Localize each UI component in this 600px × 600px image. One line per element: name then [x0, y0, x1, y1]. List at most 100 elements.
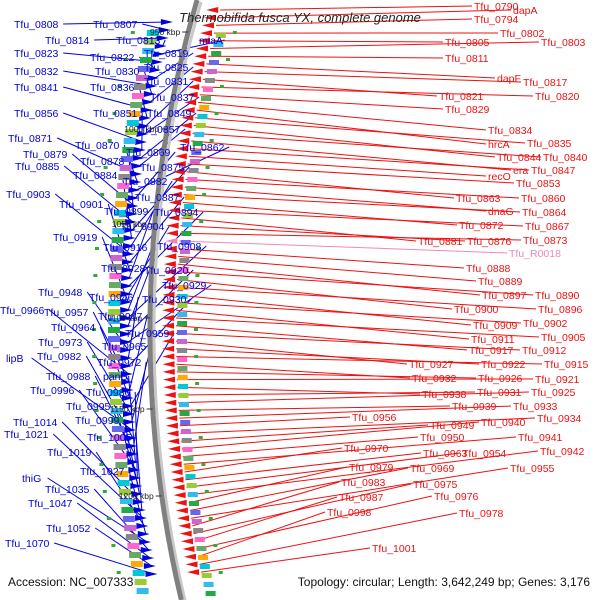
forward-gene-label: Tfu_0957: [44, 307, 89, 319]
reverse-gene-glyph: [168, 453, 181, 460]
reverse-gene-label: Tfu_0925: [531, 387, 576, 399]
cog-class-box: [177, 357, 188, 362]
reverse-gene-connector: [184, 186, 487, 212]
reverse-gene-label: Tfu_0811: [445, 53, 489, 65]
forward-gene-glyph: [136, 523, 149, 529]
forward-gene-glyph: [145, 83, 158, 89]
reverse-gene-connector: [183, 436, 517, 465]
cog-class-box: [189, 159, 200, 164]
reverse-gene-connector: [201, 86, 534, 97]
reverse-gene-label: Tfu_0840: [543, 152, 588, 164]
cog-class-box: [177, 294, 188, 299]
cog-class-box: [178, 384, 189, 389]
cog-class-box: [180, 249, 190, 254]
forward-gene-label: Tfu_0822: [90, 52, 135, 64]
cog-class-box: [108, 345, 121, 351]
reverse-gene-label: Tfu_0922: [481, 359, 526, 371]
forward-gene-label: Tfu_0879: [23, 149, 68, 161]
reverse-gene-glyph: [174, 499, 187, 506]
forward-gene-glyph: [120, 331, 133, 337]
forward-gene-glyph: [121, 267, 134, 273]
cog-class-box: [146, 30, 159, 36]
gc-skew-mark: [195, 274, 200, 277]
forward-gene-connector: [128, 210, 154, 279]
forward-gene-glyph: [125, 211, 138, 217]
cog-class-box: [180, 240, 191, 245]
forward-gene-label: Tfu_0982: [37, 351, 82, 363]
cog-class-box: [118, 174, 131, 180]
forward-gene-glyph: [132, 499, 145, 505]
forward-gene-glyph: [133, 147, 146, 153]
gc-skew-mark: [219, 85, 224, 88]
cog-class-box: [116, 471, 129, 477]
reverse-gene-glyph: [163, 261, 176, 268]
reverse-gene-glyph: [173, 161, 186, 167]
reverse-gene-label: Tfu_0853: [516, 178, 561, 190]
reverse-gene-glyph: [179, 530, 192, 537]
forward-gene-label: Tfu_0808: [14, 19, 59, 31]
gc-skew-mark: [205, 166, 210, 169]
cog-class-box: [209, 60, 219, 65]
cog-class-box: [192, 141, 203, 146]
reverse-gene-glyph: [164, 253, 177, 260]
reverse-gene-connector: [194, 496, 338, 542]
reverse-gene-glyph: [162, 299, 175, 306]
reverse-gene-glyph: [172, 484, 185, 491]
reverse-gene-connector: [188, 155, 487, 177]
forward-gene-label: Tfu_0928: [101, 263, 146, 275]
forward-gene-label: Tfu_0851: [93, 108, 138, 120]
cog-class-box: [108, 372, 121, 378]
forward-gene-connector: [63, 21, 169, 25]
reverse-gene-label: Tfu_0863: [456, 193, 501, 205]
forward-gene-glyph: [149, 67, 162, 73]
reverse-gene-connector: [192, 132, 542, 158]
forward-gene-label: Tfu_0878: [80, 156, 125, 168]
forward-gene-label: Tfu_0972: [97, 357, 142, 369]
cog-class-box: [140, 57, 152, 63]
reverse-gene-label: Tfu_0829: [445, 104, 490, 116]
cog-class-box: [108, 354, 121, 360]
reverse-gene-connector: [181, 424, 429, 442]
reverse-gene-glyph: [162, 291, 175, 298]
reverse-gene-label: Tfu_0905: [541, 332, 586, 344]
reverse-gene-label: Tfu_0821: [439, 91, 484, 103]
forward-gene-label: Tfu_0875: [140, 162, 185, 174]
forward-gene-connector: [127, 284, 212, 343]
forward-gene-label: Tfu_0996: [30, 385, 75, 397]
reverse-gene-glyph: [162, 353, 175, 360]
cog-class-box: [132, 570, 145, 576]
forward-gene-label: Tfu_0988: [46, 371, 91, 383]
cog-class-box: [110, 399, 122, 405]
reverse-gene-connector: [196, 109, 487, 145]
forward-gene-connector: [127, 246, 153, 311]
cog-class-box: [195, 123, 206, 128]
cog-class-box: [193, 528, 204, 533]
cog-class-box: [117, 480, 130, 486]
forward-gene-glyph: [139, 115, 152, 121]
forward-gene-label: Tfu_1005: [87, 432, 132, 444]
accession-text: Accession: NC_007333: [8, 575, 134, 589]
cog-class-box: [142, 48, 155, 54]
forward-gene-label: Tfu_0903: [6, 189, 51, 201]
forward-gene-glyph: [147, 75, 160, 81]
forward-gene-label: Tfu_0884: [73, 170, 118, 182]
forward-gene-connector: [127, 296, 139, 359]
forward-gene-connector: [127, 267, 151, 327]
reverse-gene-label: Tfu_0902: [523, 318, 568, 330]
reverse-gene-connector: [176, 302, 522, 324]
forward-gene-glyph: [129, 179, 142, 185]
forward-gene-label: Tfu_0885: [15, 161, 60, 173]
cog-class-box: [110, 255, 123, 261]
cog-class-box: [191, 519, 202, 524]
gc-skew-mark: [94, 409, 99, 412]
reverse-gene-glyph: [162, 284, 175, 291]
reverse-gene-label: Tfu_0969: [410, 463, 455, 475]
reverse-gene-label: recO: [488, 171, 511, 183]
cog-class-box: [144, 39, 157, 45]
forward-gene-connector: [129, 315, 148, 391]
cog-class-box: [117, 183, 130, 189]
reverse-gene-glyph: [199, 30, 212, 37]
forward-gene-glyph: [135, 515, 148, 521]
forward-gene-glyph: [128, 467, 141, 473]
reverse-gene-connector: [191, 467, 509, 519]
